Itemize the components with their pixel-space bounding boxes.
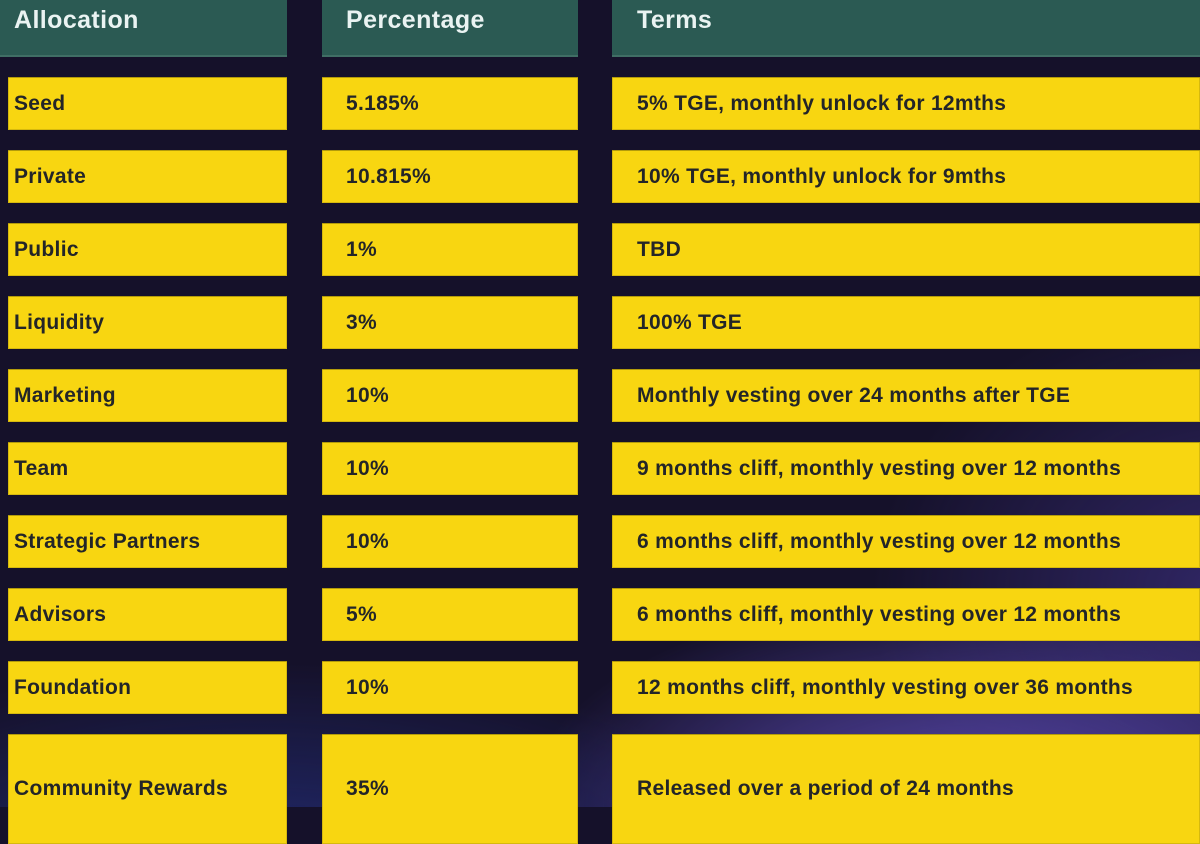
terms-cell: 6 months cliff, monthly vesting over 12 … <box>612 515 1200 568</box>
percentage-cell: 5.185% <box>322 77 578 130</box>
terms-cell: Monthly vesting over 24 months after TGE <box>612 369 1200 422</box>
percentage-cell: 35% <box>322 734 578 844</box>
percentage-cell: 10% <box>322 661 578 714</box>
percentage-cell: 1% <box>322 223 578 276</box>
percentage-cell: 10% <box>322 515 578 568</box>
allocation-cell: Marketing <box>8 369 287 422</box>
column-header-terms: Terms <box>612 0 1200 57</box>
terms-cell: 6 months cliff, monthly vesting over 12 … <box>612 588 1200 641</box>
allocation-cell: Seed <box>8 77 287 130</box>
column-header-percentage: Percentage <box>322 0 578 57</box>
terms-cell: TBD <box>612 223 1200 276</box>
allocation-cell: Strategic Partners <box>8 515 287 568</box>
terms-cell: 5% TGE, monthly unlock for 12mths <box>612 77 1200 130</box>
percentage-cell: 10.815% <box>322 150 578 203</box>
terms-cell: 10% TGE, monthly unlock for 9mths <box>612 150 1200 203</box>
allocation-cell: Advisors <box>8 588 287 641</box>
allocation-cell: Team <box>8 442 287 495</box>
allocation-cell: Foundation <box>8 661 287 714</box>
terms-cell: 9 months cliff, monthly vesting over 12 … <box>612 442 1200 495</box>
allocation-cell: Public <box>8 223 287 276</box>
percentage-cell: 5% <box>322 588 578 641</box>
terms-cell: 12 months cliff, monthly vesting over 36… <box>612 661 1200 714</box>
allocation-cell: Liquidity <box>8 296 287 349</box>
percentage-cell: 10% <box>322 442 578 495</box>
percentage-cell: 3% <box>322 296 578 349</box>
terms-cell: 100% TGE <box>612 296 1200 349</box>
terms-cell: Released over a period of 24 months <box>612 734 1200 844</box>
percentage-cell: 10% <box>322 369 578 422</box>
column-header-allocation: Allocation <box>0 0 287 57</box>
allocation-cell: Community Rewards <box>8 734 287 844</box>
allocation-cell: Private <box>8 150 287 203</box>
